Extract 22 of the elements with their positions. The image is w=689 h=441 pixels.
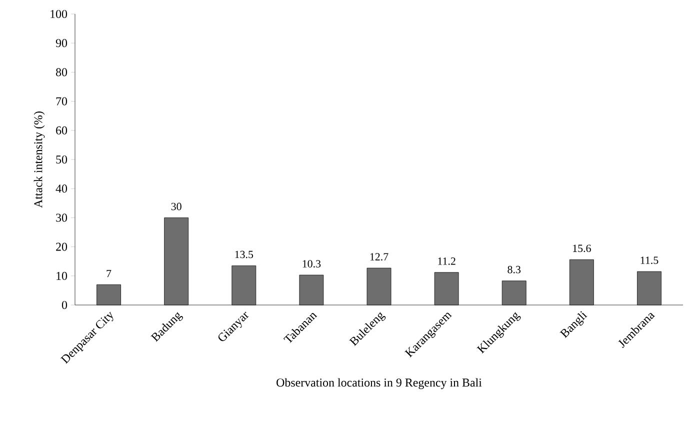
y-tick-label: 60	[56, 126, 68, 134]
data-label: 8.3	[508, 266, 521, 274]
y-tick-label: 50	[56, 155, 68, 164]
y-tick-label: 100	[50, 10, 68, 18]
y-axis-title: Attack intensity (%)	[34, 112, 45, 208]
data-label: 7	[106, 270, 112, 278]
y-tick-label: 90	[56, 39, 68, 48]
data-label: 12.7	[370, 253, 388, 261]
y-tick-label: 0	[62, 300, 68, 310]
data-label: 30	[171, 202, 182, 210]
y-tick-label: 40	[56, 184, 68, 193]
data-label: 10.3	[302, 260, 321, 268]
y-tick-label: 30	[56, 214, 68, 222]
data-label: 11.5	[640, 256, 658, 264]
y-tick-label: 70	[56, 97, 68, 106]
data-label: 11.2	[438, 257, 456, 265]
data-label: 15.6	[573, 244, 591, 252]
y-tick-label: 20	[56, 242, 68, 251]
y-tick-label: 10	[56, 272, 68, 280]
data-label: 13.5	[235, 250, 254, 258]
y-tick-label: 80	[56, 68, 68, 76]
x-axis-title: Observation locations in 9 Regency in Bali	[276, 378, 482, 390]
